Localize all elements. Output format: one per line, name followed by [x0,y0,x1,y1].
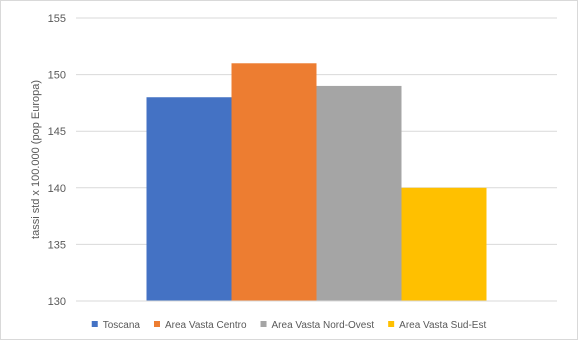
y-tick-label: 150 [48,70,66,82]
y-tick-label: 130 [48,296,66,308]
legend-label: Area Vasta Sud-Est [399,320,486,331]
legend-swatch [260,321,267,327]
legend-label: Toscana [103,320,141,331]
bars [146,63,487,302]
y-tick-label: 155 [48,13,66,25]
y-axis-ticks: 130 135 140 145 150 155 [48,13,66,308]
legend: Toscana Area Vasta Centro Area Vasta Nord-… [91,320,486,331]
bar-toscana [146,97,232,302]
bar-chart: 130 135 140 145 150 155 tassi std x 100.000 (… [30,13,557,331]
bar-area-vasta-centro [231,63,317,301]
legend-swatch [153,321,160,327]
bar-area-vasta-sud-est [401,187,487,301]
y-tick-label: 135 [48,239,66,251]
legend-label: Area Vasta Centro [165,320,247,331]
legend-swatch [91,321,98,327]
y-tick-label: 145 [48,126,66,138]
legend-label: Area Vasta Nord-Ovest [272,320,375,331]
y-tick-label: 140 [48,183,66,195]
y-axis-label: tassi std x 100.000 (pop Europa) [30,80,42,239]
bar-area-vasta-nord-ovest [316,85,402,301]
legend-swatch [388,321,395,327]
